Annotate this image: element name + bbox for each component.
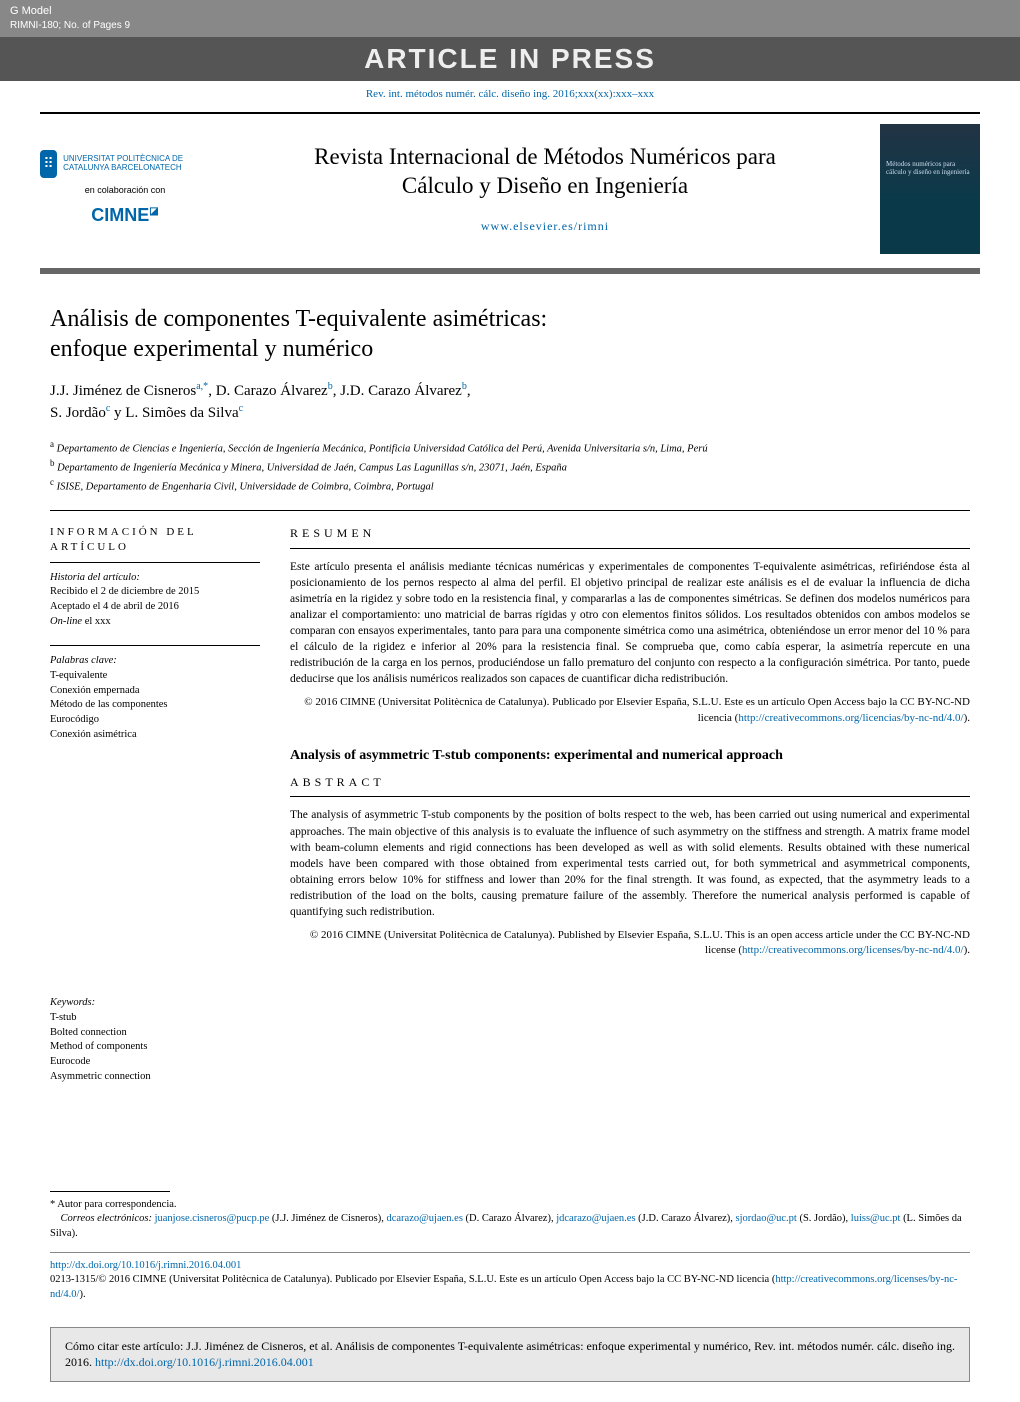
- journal-header: ⠿ UNIVERSITAT POLITÈCNICA DE CATALUNYA B…: [0, 114, 1020, 264]
- cimne-logo: CIMNE◪: [40, 203, 210, 228]
- affiliations: a Departamento de Ciencias e Ingeniería,…: [50, 438, 970, 496]
- keywords-es-list: T-equivalenteConexión empernadaMétodo de…: [50, 669, 260, 742]
- english-title: Analysis of asymmetric T-stub components…: [290, 746, 970, 766]
- journal-cover-thumbnail: Métodos numéricos para cálculo y diseño …: [880, 124, 980, 254]
- emails-line: Correos electrónicos: juanjose.cisneros@…: [50, 1212, 970, 1241]
- article-title-line2: enfoque experimental y numérico: [50, 334, 970, 364]
- accepted-date: Aceptado el 4 de abril de 2016: [50, 600, 260, 615]
- top-citation-anchor[interactable]: Rev. int. métodos numér. cálc. diseño in…: [366, 88, 654, 100]
- affil-a-text: Departamento de Ciencias e Ingeniería, S…: [57, 443, 708, 454]
- resumen-head: RESUMEN: [290, 525, 970, 542]
- keywords-en-list: T-stubBolted connectionMethod of compone…: [50, 1011, 260, 1084]
- main-content: Análisis de componentes T-equivalente as…: [0, 274, 1020, 1111]
- keywords-en-block: Keywords: T-stubBolted connectionMethod …: [50, 988, 260, 1084]
- keyword-item: Method of components: [50, 1040, 260, 1055]
- emails-label: Correos electrónicos:: [61, 1213, 152, 1224]
- keyword-item: Conexión empernada: [50, 684, 260, 699]
- keyword-item: Método de las componentes: [50, 698, 260, 713]
- doi-separator: [50, 1252, 970, 1253]
- affil-b-text: Departamento de Ingeniería Mecánica y Mi…: [57, 463, 567, 474]
- affil-b: b Departamento de Ingeniería Mecánica y …: [50, 457, 970, 476]
- gmodel-line2: RIMNI-180; No. of Pages 9: [10, 19, 1010, 33]
- affil-a: a Departamento de Ciencias e Ingeniería,…: [50, 438, 970, 457]
- article-title-line1: Análisis de componentes T-equivalente as…: [50, 304, 970, 334]
- citation-doi-link[interactable]: http://dx.doi.org/10.1016/j.rimni.2016.0…: [95, 1355, 314, 1369]
- email-link[interactable]: luiss@uc.pt: [851, 1213, 901, 1224]
- affil-c: c ISISE, Departamento de Engenharia Civi…: [50, 476, 970, 495]
- received-date: Recibido el 2 de diciembre de 2015: [50, 585, 260, 600]
- resumen-copyright: © 2016 CIMNE (Universitat Politècnica de…: [290, 695, 970, 726]
- online-date: On-line el xxx: [50, 615, 260, 630]
- colab-text: en colaboración con: [40, 184, 210, 197]
- doi-line: http://dx.doi.org/10.1016/j.rimni.2016.0…: [50, 1259, 970, 1274]
- abstract-head: ABSTRACT: [290, 774, 970, 791]
- resumen-copyright-end: ).: [964, 712, 970, 724]
- divider: [50, 510, 970, 511]
- resumen-box: Este artículo presenta el análisis media…: [290, 548, 970, 727]
- journal-title-line1: Revista Internacional de Métodos Numéric…: [230, 143, 860, 172]
- citation-box: Cómo citar este artículo: J.J. Jiménez d…: [50, 1327, 970, 1383]
- abstract-text: The analysis of asymmetric T-stub compon…: [290, 807, 970, 920]
- abstract-cc-link[interactable]: http://creativecommons.org/licenses/by-n…: [742, 944, 964, 956]
- keyword-item: Eurocode: [50, 1055, 260, 1070]
- upc-text: UNIVERSITAT POLITÈCNICA DE CATALUNYA BAR…: [63, 155, 210, 173]
- resumen-text: Este artículo presenta el análisis media…: [290, 559, 970, 688]
- spacer: [50, 758, 260, 988]
- gmodel-line1: G Model: [10, 4, 1010, 19]
- two-column-layout: INFORMACIÓN DEL ARTÍCULO Historia del ar…: [50, 525, 970, 1101]
- keyword-item: Conexión asimétrica: [50, 728, 260, 743]
- abstract-column: RESUMEN Este artículo presenta el anális…: [290, 525, 970, 1101]
- email-link[interactable]: juanjose.cisneros@pucp.pe: [155, 1213, 270, 1224]
- footnote-separator: [50, 1191, 170, 1192]
- keywords-en-head: Keywords:: [50, 996, 260, 1011]
- online-value: el xxx: [85, 616, 111, 627]
- email-link[interactable]: sjordao@uc.pt: [736, 1213, 797, 1224]
- keyword-item: Asymmetric connection: [50, 1070, 260, 1085]
- email-link[interactable]: dcarazo@ujaen.es: [386, 1213, 462, 1224]
- authors-line2: S. Jordãoc y L. Simões da Silvac: [50, 405, 243, 421]
- abstract-box: The analysis of asymmetric T-stub compon…: [290, 796, 970, 958]
- cimne-sup-icon: ◪: [149, 206, 158, 217]
- journal-url-link[interactable]: www.elsevier.es/rimni: [481, 219, 609, 233]
- top-citation-link[interactable]: Rev. int. métodos numér. cálc. diseño in…: [0, 81, 1020, 108]
- authors: J.J. Jiménez de Cisnerosa,*, D. Carazo Á…: [50, 380, 970, 424]
- cover-text: Métodos numéricos para cálculo y diseño …: [886, 160, 974, 177]
- keyword-item: Eurocódigo: [50, 713, 260, 728]
- issn-text: 0213-1315/© 2016 CIMNE (Universitat Poli…: [50, 1274, 775, 1285]
- history-block: Historia del artículo: Recibido el 2 de …: [50, 562, 260, 630]
- keyword-item: T-stub: [50, 1011, 260, 1026]
- journal-title-line2: Cálculo y Diseño en Ingeniería: [230, 172, 860, 201]
- history-head: Historia del artículo:: [50, 571, 260, 586]
- corresponding-author: * Autor para correspondencia.: [50, 1198, 970, 1213]
- article-title: Análisis de componentes T-equivalente as…: [50, 304, 970, 364]
- article-info-column: INFORMACIÓN DEL ARTÍCULO Historia del ar…: [50, 525, 260, 1101]
- email-link[interactable]: jdcarazo@ujaen.es: [556, 1213, 635, 1224]
- footnotes: * Autor para correspondencia. Correos el…: [0, 1111, 1020, 1313]
- journal-title-block: Revista Internacional de Métodos Numéric…: [230, 143, 860, 235]
- abstract-copyright: © 2016 CIMNE (Universitat Politècnica de…: [290, 928, 970, 959]
- emails-list: juanjose.cisneros@pucp.pe (J.J. Jiménez …: [50, 1213, 962, 1239]
- doi-link[interactable]: http://dx.doi.org/10.1016/j.rimni.2016.0…: [50, 1260, 241, 1271]
- info-head: INFORMACIÓN DEL ARTÍCULO: [50, 525, 260, 556]
- abstract-copyright-end: ).: [964, 944, 970, 956]
- keywords-es-block: Palabras clave: T-equivalenteConexión em…: [50, 645, 260, 742]
- upc-badge-icon: ⠿: [40, 150, 57, 178]
- authors-line1: J.J. Jiménez de Cisnerosa,*, D. Carazo Á…: [50, 383, 471, 399]
- cimne-text: CIMNE: [91, 205, 149, 225]
- keyword-item: T-equivalente: [50, 669, 260, 684]
- gmodel-header: G Model RIMNI-180; No. of Pages 9: [0, 0, 1020, 37]
- keyword-item: Bolted connection: [50, 1026, 260, 1041]
- article-in-press-banner: ARTICLE IN PRESS: [0, 37, 1020, 80]
- resumen-cc-link[interactable]: http://creativecommons.org/licencias/by-…: [738, 712, 963, 724]
- upc-logo: ⠿ UNIVERSITAT POLITÈCNICA DE CATALUNYA B…: [40, 150, 210, 178]
- affil-c-text: ISISE, Departamento de Engenharia Civil,…: [57, 482, 434, 493]
- online-label: On-line: [50, 616, 82, 627]
- publisher-logos: ⠿ UNIVERSITAT POLITÈCNICA DE CATALUNYA B…: [40, 150, 210, 228]
- issn-line: 0213-1315/© 2016 CIMNE (Universitat Poli…: [50, 1273, 970, 1302]
- journal-url[interactable]: www.elsevier.es/rimni: [230, 218, 860, 235]
- keywords-es-head: Palabras clave:: [50, 654, 260, 669]
- issn-end: ).: [79, 1289, 85, 1300]
